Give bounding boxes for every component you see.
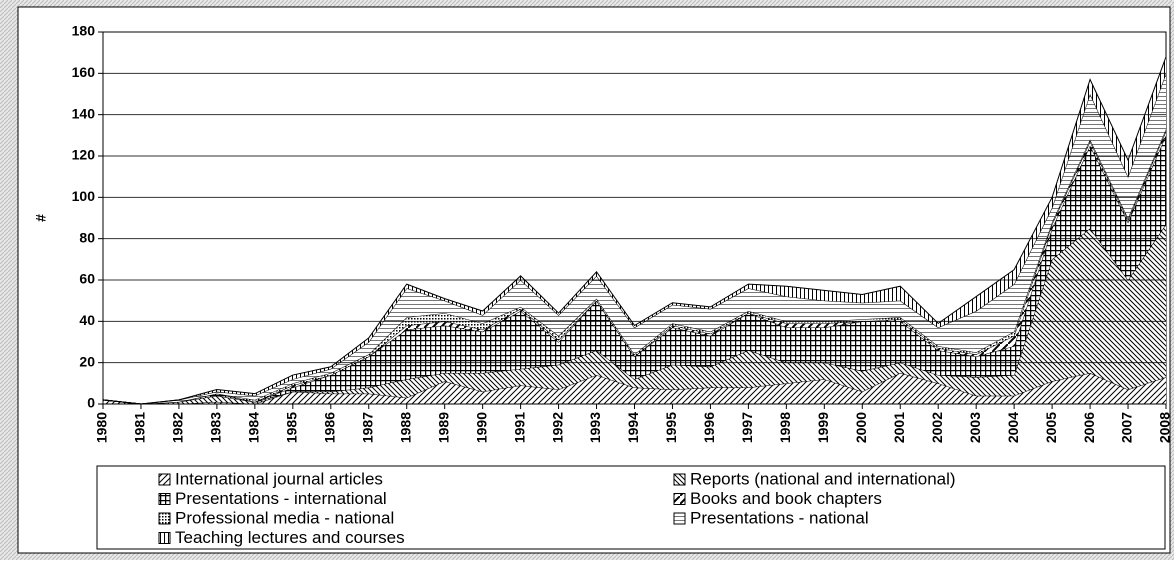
x-tick-label: 2002 — [929, 412, 945, 443]
x-tick-label: 2003 — [967, 412, 983, 443]
x-tick-label: 1982 — [170, 412, 186, 443]
x-tick-label: 1981 — [132, 412, 148, 443]
legend-label: Professional media - national — [175, 508, 394, 527]
x-tick-label: 1987 — [359, 412, 375, 443]
x-tick-label: 1995 — [663, 412, 679, 443]
area-edge — [102, 56, 1167, 405]
x-tick-label: 1997 — [739, 412, 755, 443]
legend-swatch — [673, 512, 686, 525]
legend-label: Reports (national and international) — [690, 469, 956, 488]
legend-label: Teaching lectures and courses — [175, 528, 405, 547]
legend-label: Presentations - international — [175, 489, 387, 508]
y-tick-label: 80 — [79, 229, 95, 245]
legend-swatch — [673, 473, 686, 486]
area — [103, 73, 1166, 404]
y-tick-label: 60 — [79, 271, 95, 287]
y-tick-label: 20 — [79, 353, 95, 369]
area — [103, 135, 1166, 405]
x-tick-label: 1980 — [94, 412, 110, 443]
y-axis-label: # — [33, 214, 49, 222]
y-tick-label: 120 — [72, 147, 96, 163]
y-tick-label: 160 — [72, 64, 96, 80]
x-tick-label: 1988 — [397, 412, 413, 443]
x-tick-label: 1990 — [473, 412, 489, 443]
legend-swatch — [158, 473, 171, 486]
x-tick-label: 2004 — [1005, 412, 1021, 443]
area — [103, 373, 1166, 404]
y-tick-label: 40 — [79, 312, 95, 328]
x-tick-label: 1996 — [701, 412, 717, 443]
legend-swatch — [158, 493, 171, 505]
x-tick-label: 1991 — [511, 412, 527, 443]
legend-label: International journal articles — [175, 469, 383, 488]
legend-swatch — [158, 512, 171, 525]
x-tick-label: 1993 — [587, 412, 603, 443]
x-tick-label: 2000 — [853, 412, 869, 443]
legend-swatch — [673, 493, 686, 505]
y-tick-label: 140 — [72, 105, 96, 121]
y-tick-label: 100 — [72, 188, 96, 204]
x-tick-label: 2006 — [1081, 412, 1097, 443]
x-tick-label: 2005 — [1043, 412, 1059, 443]
x-tick-label: 2007 — [1119, 412, 1135, 443]
legend-box — [96, 465, 1166, 550]
x-tick-label: 1984 — [246, 412, 262, 443]
x-tick-label: 1983 — [208, 412, 224, 443]
x-tick-label: 1994 — [625, 412, 641, 443]
x-tick-label: 2001 — [891, 412, 907, 443]
x-tick-label: 1985 — [284, 412, 300, 443]
legend-label: Presentations - national — [690, 508, 869, 527]
x-tick-label: 1999 — [815, 412, 831, 443]
y-tick-label: 0 — [87, 395, 95, 411]
x-tick-label: 1998 — [777, 412, 793, 443]
x-tick-label: 1989 — [435, 412, 451, 443]
x-tick-label: 1986 — [321, 412, 337, 443]
x-tick-label: 1992 — [549, 412, 565, 443]
legend-swatch — [158, 532, 171, 544]
y-tick-label: 180 — [72, 23, 96, 39]
x-tick-label: 2008 — [1157, 412, 1173, 443]
legend-label: Books and book chapters — [690, 489, 882, 508]
